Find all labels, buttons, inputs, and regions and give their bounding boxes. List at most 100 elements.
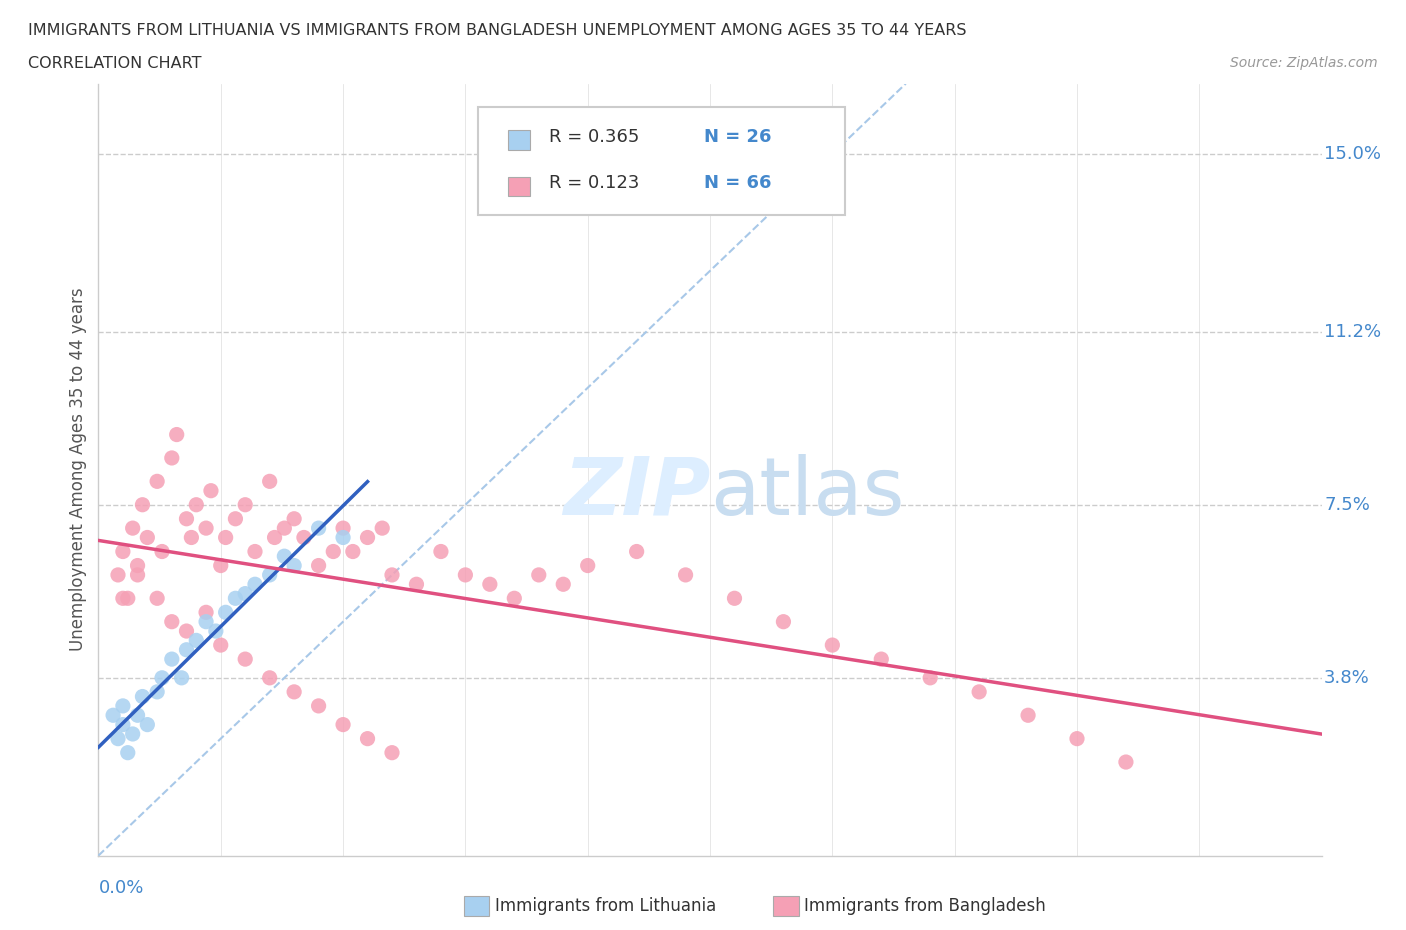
Text: atlas: atlas	[710, 454, 904, 532]
Y-axis label: Unemployment Among Ages 35 to 44 years: Unemployment Among Ages 35 to 44 years	[69, 288, 87, 651]
Text: IMMIGRANTS FROM LITHUANIA VS IMMIGRANTS FROM BANGLADESH UNEMPLOYMENT AMONG AGES : IMMIGRANTS FROM LITHUANIA VS IMMIGRANTS …	[28, 23, 966, 38]
Text: ZIP: ZIP	[562, 454, 710, 532]
Point	[136, 717, 159, 732]
Point	[283, 558, 305, 573]
Point	[233, 652, 256, 667]
Point	[107, 731, 129, 746]
Text: 11.2%: 11.2%	[1324, 323, 1381, 340]
Point	[772, 614, 794, 629]
Point	[1115, 754, 1137, 769]
Point	[233, 498, 256, 512]
Point	[233, 586, 256, 601]
Point	[146, 591, 169, 605]
Point	[121, 726, 143, 741]
Point	[723, 591, 745, 605]
Text: N = 66: N = 66	[704, 174, 772, 192]
Point	[675, 567, 697, 582]
Point	[259, 474, 281, 489]
Point	[967, 684, 990, 699]
Text: 15.0%: 15.0%	[1324, 145, 1381, 163]
Point	[160, 450, 183, 465]
Point	[205, 624, 228, 639]
Text: Source: ZipAtlas.com: Source: ZipAtlas.com	[1230, 56, 1378, 70]
Point	[1017, 708, 1039, 723]
Point	[478, 577, 501, 591]
Text: CORRELATION CHART: CORRELATION CHART	[28, 56, 201, 71]
Point	[821, 638, 844, 653]
Point	[870, 652, 893, 667]
Point	[292, 530, 315, 545]
Point	[322, 544, 344, 559]
Text: Immigrants from Lithuania: Immigrants from Lithuania	[495, 897, 716, 915]
Point	[209, 558, 232, 573]
Point	[111, 544, 134, 559]
Text: 3.8%: 3.8%	[1324, 669, 1369, 687]
Point	[160, 614, 183, 629]
Text: 7.5%: 7.5%	[1324, 496, 1369, 513]
Point	[150, 544, 173, 559]
Point	[195, 604, 218, 619]
Point	[283, 512, 305, 526]
Point	[127, 558, 149, 573]
Point	[332, 717, 354, 732]
Point	[176, 643, 198, 658]
Point	[107, 567, 129, 582]
Point	[405, 577, 427, 591]
Point	[195, 521, 218, 536]
Point	[259, 567, 281, 582]
Point	[454, 567, 477, 582]
Text: R = 0.123: R = 0.123	[548, 174, 638, 192]
Point	[626, 544, 648, 559]
Point	[263, 530, 285, 545]
Point	[150, 671, 173, 685]
Point	[273, 521, 295, 536]
Point	[111, 591, 134, 605]
Point	[176, 624, 198, 639]
Point	[283, 684, 305, 699]
Point	[180, 530, 202, 545]
Point	[121, 521, 143, 536]
Point	[920, 671, 942, 685]
Point	[176, 512, 198, 526]
Point	[430, 544, 453, 559]
Text: N = 26: N = 26	[704, 127, 772, 146]
Point	[553, 577, 575, 591]
Point	[195, 614, 218, 629]
Point	[160, 652, 183, 667]
Point	[186, 633, 208, 648]
Point	[576, 558, 599, 573]
Point	[332, 521, 354, 536]
Point	[214, 530, 236, 545]
Point	[117, 745, 139, 760]
Point	[224, 591, 246, 605]
Point	[117, 591, 139, 605]
Text: Immigrants from Bangladesh: Immigrants from Bangladesh	[804, 897, 1046, 915]
Point	[146, 474, 169, 489]
Point	[131, 689, 153, 704]
Point	[131, 498, 153, 512]
FancyBboxPatch shape	[478, 107, 845, 215]
Point	[146, 684, 169, 699]
Point	[342, 544, 364, 559]
Text: R = 0.365: R = 0.365	[548, 127, 638, 146]
Point	[371, 521, 394, 536]
Point	[527, 567, 550, 582]
Point	[243, 577, 266, 591]
Point	[503, 591, 526, 605]
Point	[101, 708, 124, 723]
Point	[1066, 731, 1088, 746]
Point	[259, 671, 281, 685]
Point	[166, 427, 188, 442]
Point	[308, 558, 330, 573]
Point	[356, 530, 378, 545]
Point	[356, 731, 378, 746]
Point	[111, 698, 134, 713]
Point	[308, 698, 330, 713]
Point	[273, 549, 295, 564]
Point	[214, 604, 236, 619]
Text: 0.0%: 0.0%	[98, 879, 143, 897]
Point	[170, 671, 193, 685]
FancyBboxPatch shape	[508, 130, 530, 150]
Point	[308, 521, 330, 536]
Point	[127, 567, 149, 582]
